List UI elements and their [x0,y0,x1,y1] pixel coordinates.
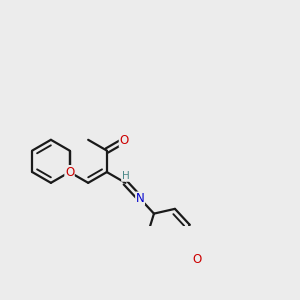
Text: O: O [192,253,201,266]
Text: O: O [65,166,74,178]
Text: N: N [136,192,144,205]
Text: H: H [122,171,129,181]
Text: O: O [119,134,129,147]
